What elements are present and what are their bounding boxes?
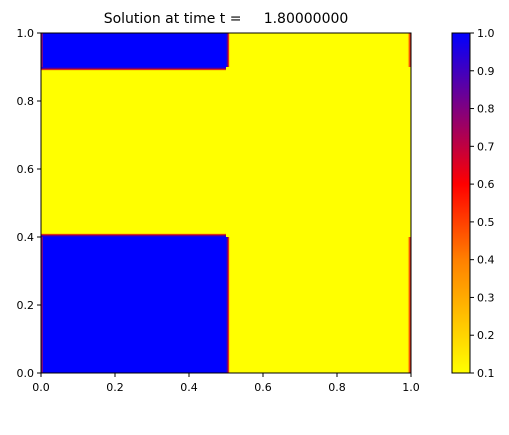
x-tick-label: 0.8	[328, 381, 346, 394]
colorbar-tick-label: 0.7	[477, 140, 495, 153]
y-tick-label: 1.0	[17, 27, 35, 40]
plot-area	[40, 32, 412, 374]
chart-title: Solution at time t = 1.80000000	[104, 11, 349, 27]
heatmap-region-1	[41, 233, 230, 373]
colorbar-tick-label: 0.1	[477, 367, 495, 380]
y-tick-label: 0.4	[17, 231, 35, 244]
y-tick-label: 0.6	[17, 163, 35, 176]
x-tick-label: 0.0	[32, 381, 50, 394]
x-tick-label: 1.0	[402, 381, 420, 394]
colorbar-tick-label: 0.4	[477, 254, 495, 267]
y-tick-label: 0.8	[17, 95, 35, 108]
y-tick-label: 0.2	[17, 299, 35, 312]
colorbar: 0.1 0.2 0.3 0.4 0.5 0.6 0.7 0.8 0.9 1.0	[451, 27, 495, 380]
colorbar-tick-label: 0.8	[477, 103, 495, 116]
x-axis: 0.0 0.2 0.4 0.6 0.8 1.0	[32, 373, 420, 394]
x-tick-label: 0.6	[254, 381, 272, 394]
colorbar-tick-label: 0.5	[477, 216, 495, 229]
colorbar-tick-label: 0.9	[477, 65, 495, 78]
plot-frame	[40, 32, 412, 374]
colorbar-tick-label: 1.0	[477, 27, 495, 40]
colorbar-tick-label: 0.2	[477, 329, 495, 342]
boundary-band-2	[407, 33, 411, 67]
boundary-band-1	[407, 237, 411, 373]
colorbar-gradient	[451, 32, 471, 374]
x-tick-label: 0.2	[106, 381, 124, 394]
colorbar-tick-label: 0.6	[477, 178, 495, 191]
colorbar-tick-label: 0.3	[477, 291, 495, 304]
heatmap-region-2	[41, 33, 230, 71]
y-axis: 0.0 0.2 0.4 0.6 0.8 1.0	[17, 27, 41, 380]
x-tick-label: 0.4	[180, 381, 198, 394]
y-tick-label: 0.0	[17, 367, 35, 380]
